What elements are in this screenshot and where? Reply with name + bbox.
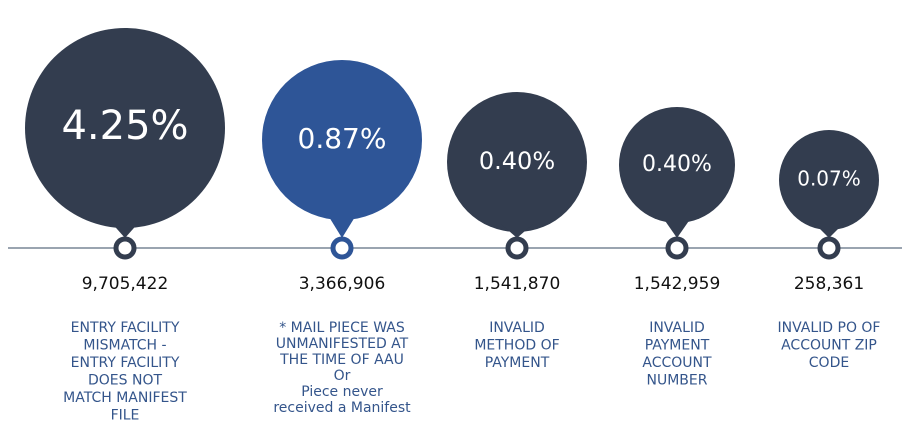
description: received a Manifest xyxy=(273,400,411,416)
description: ACCOUNT ZIP xyxy=(781,338,877,354)
bubble-circle xyxy=(779,130,879,230)
bubble xyxy=(262,60,422,260)
bubble xyxy=(25,28,225,260)
count: 258,361 xyxy=(794,274,864,294)
description: DOES NOT xyxy=(88,373,162,389)
bubble xyxy=(619,107,735,260)
description: ENTRY FACILITY xyxy=(71,355,180,371)
pin xyxy=(505,236,529,260)
bubble-pointer xyxy=(109,220,141,238)
description: Or xyxy=(334,368,351,384)
description: THE TIME OF AAU xyxy=(279,352,404,368)
description: FILE xyxy=(111,408,140,424)
description: INVALID xyxy=(489,320,545,336)
description: NUMBER xyxy=(647,373,708,389)
pin xyxy=(817,236,841,260)
description: UNMANIFESTED AT xyxy=(276,336,409,352)
count: 9,705,422 xyxy=(82,274,169,294)
percent: 0.87% xyxy=(298,122,387,155)
description: INVALID xyxy=(649,320,705,336)
bubble-circle xyxy=(262,60,422,220)
bubble-circle xyxy=(25,28,225,228)
percent: 4.25% xyxy=(61,103,188,149)
pin xyxy=(665,236,689,260)
count: 3,366,906 xyxy=(299,274,386,294)
bubble-pointer xyxy=(661,215,693,238)
bubble xyxy=(779,130,879,260)
description: MATCH MANIFEST xyxy=(63,390,187,406)
description: PAYMENT xyxy=(485,355,550,371)
description: METHOD OF xyxy=(474,338,559,354)
percent: 0.40% xyxy=(479,147,555,175)
pin xyxy=(330,236,354,260)
percent: 0.07% xyxy=(797,167,861,191)
description: PAYMENT xyxy=(645,338,710,354)
description: INVALID PO OF xyxy=(777,320,880,336)
count: 1,542,959 xyxy=(634,274,721,294)
count: 1,541,870 xyxy=(474,274,561,294)
bubble-circle xyxy=(447,92,587,232)
description: Piece never xyxy=(301,384,383,400)
description: * MAIL PIECE WAS xyxy=(279,320,405,336)
bubble-circle xyxy=(619,107,735,223)
percent: 0.40% xyxy=(642,152,712,177)
bubble-pointer xyxy=(813,222,845,238)
bubble-pointer xyxy=(501,224,533,238)
bubble-pointer xyxy=(326,212,358,238)
description: ENTRY FACILITY xyxy=(71,320,180,336)
pin xyxy=(113,236,137,260)
bubble xyxy=(447,92,587,260)
description: MISMATCH - xyxy=(83,338,166,354)
description: ACCOUNT xyxy=(642,355,712,371)
description: CODE xyxy=(809,355,849,371)
